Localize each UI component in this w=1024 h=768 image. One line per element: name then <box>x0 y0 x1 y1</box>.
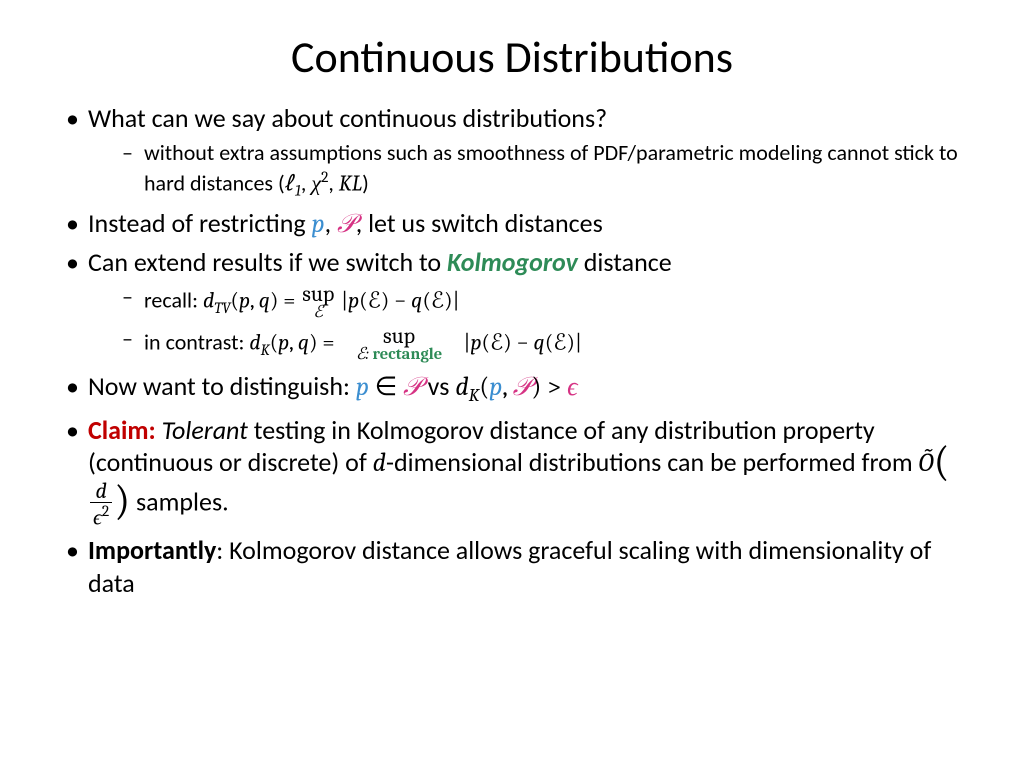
b2-b: , <box>325 207 337 239</box>
sup-stack-2: supℰ: rectangle <box>356 325 442 364</box>
comma2: , <box>328 169 338 196</box>
b2-c: , let us switch distances <box>356 207 603 239</box>
sup1: sup <box>302 283 334 305</box>
sup-stack-1: supℰ <box>302 283 334 322</box>
qe2b: (ℰ)| <box>545 330 582 356</box>
frac-den: ϵ2 <box>90 502 112 528</box>
bullet-5: Claim: Tolerant testing in Kolmogorov di… <box>60 414 964 529</box>
b4-dk-sub: K <box>469 385 480 406</box>
dk-p: p <box>278 330 289 356</box>
bullet-2: Instead of restricting p, 𝒫, let us swit… <box>60 207 964 241</box>
b4-dk: d <box>455 372 468 402</box>
b5-rparen: ) <box>114 478 130 525</box>
kolmogorov-word: Kolmogorov <box>447 246 578 278</box>
bullet-6: Importantly: Kolmogorov distance allows … <box>60 534 964 599</box>
pe1b: (ℰ) − <box>359 287 411 313</box>
dtv-comma: , <box>250 287 259 313</box>
qe1b: (ℰ)| <box>422 287 459 313</box>
sup1-e: ℰ <box>302 305 334 322</box>
importantly-label: Importantly <box>88 534 216 566</box>
qe1: q <box>411 287 422 313</box>
b3-b: distance <box>578 246 672 278</box>
b5-d: d <box>373 448 386 478</box>
b4-open: ( <box>479 372 489 402</box>
math-l1: ℓ <box>285 170 295 196</box>
dk-sub: K <box>261 341 270 359</box>
dtv: d <box>203 287 214 313</box>
abs-open1: | <box>336 287 348 313</box>
b5-lparen: ( <box>934 439 950 486</box>
pe2b: (ℰ) − <box>482 330 534 356</box>
b4-p2: p <box>489 372 502 402</box>
b4-in: ∈ <box>369 372 403 402</box>
bullet-1-sub-1: without extra assumptions such as smooth… <box>88 139 964 201</box>
math-curly-p: 𝒫 <box>337 209 356 238</box>
paren-close: ) <box>362 169 369 196</box>
dtv-p: p <box>239 287 250 313</box>
b4-eps: ϵ <box>567 372 577 402</box>
dk-comma: , <box>289 330 298 356</box>
math-chi: χ <box>311 170 321 196</box>
b1s1-text: without extra assumptions such as smooth… <box>144 139 958 197</box>
slide-container: Continuous Distributions What can we say… <box>0 0 1024 625</box>
b3-a: Can extend results if we switch to <box>88 246 447 278</box>
b5-d2: samples. <box>130 485 229 517</box>
pe2: p <box>471 330 482 356</box>
dk-q: q <box>298 330 309 356</box>
math-kl: KL <box>339 170 362 196</box>
bullet-list: What can we say about continuous distrib… <box>60 102 964 599</box>
b3s1-label: recall: <box>144 286 203 313</box>
bullet-1-sublist: without extra assumptions such as smooth… <box>88 139 964 201</box>
b4-a: Now want to distinguish: <box>88 370 356 402</box>
b5-frac: dϵ2 <box>90 480 112 529</box>
dtv-args: ( <box>231 287 239 313</box>
math-p: p <box>312 209 325 239</box>
dtv-close: ) = <box>270 287 300 313</box>
bullet-3: Can extend results if we switch to Kolmo… <box>60 246 964 364</box>
slide-title: Continuous Distributions <box>60 30 964 84</box>
b4-P: 𝒫 <box>403 372 422 401</box>
frac-num: d <box>90 480 112 502</box>
b4-p: p <box>356 372 369 402</box>
dtv-sub: TV <box>214 299 230 317</box>
claim-label: Claim: <box>88 414 156 446</box>
b5-c: -dimensional distributions can be perfor… <box>386 446 918 478</box>
dk: d <box>249 330 260 356</box>
bullet-1: What can we say about continuous distrib… <box>60 102 964 201</box>
b4-P2: 𝒫 <box>513 372 532 401</box>
b4-comma: , <box>502 372 512 402</box>
bullet-1-text: What can we say about continuous distrib… <box>88 102 607 134</box>
b4-vs: vs <box>422 370 456 402</box>
b5-otilde: Õ <box>918 448 933 478</box>
comma1: , <box>301 169 311 196</box>
b4-close: ) > <box>531 372 567 402</box>
bullet-3-sublist: recall: dTV(p, q) = supℰ |p(ℰ) − q(ℰ)| i… <box>88 283 964 364</box>
abs-open2: | <box>444 330 470 356</box>
dk-args: ( <box>270 330 278 356</box>
sup2-e: ℰ: rectangle <box>356 347 442 364</box>
dtv-q: q <box>259 287 270 313</box>
qe2: q <box>534 330 545 356</box>
bullet-3-sub-2: in contrast: dK(p, q) = supℰ: rectangle … <box>88 325 964 364</box>
b5-tolerant: Tolerant <box>156 414 248 446</box>
bullet-4: Now want to distinguish: p ∈ 𝒫 vs dK(p, … <box>60 370 964 408</box>
dk-close: ) = <box>309 330 354 356</box>
b2-a: Instead of restricting <box>88 207 312 239</box>
pe1: p <box>348 287 359 313</box>
sup2: sup <box>356 325 442 347</box>
b3s2-label: in contrast: <box>144 329 249 356</box>
bullet-3-sub-1: recall: dTV(p, q) = supℰ |p(ℰ) − q(ℰ)| <box>88 283 964 322</box>
